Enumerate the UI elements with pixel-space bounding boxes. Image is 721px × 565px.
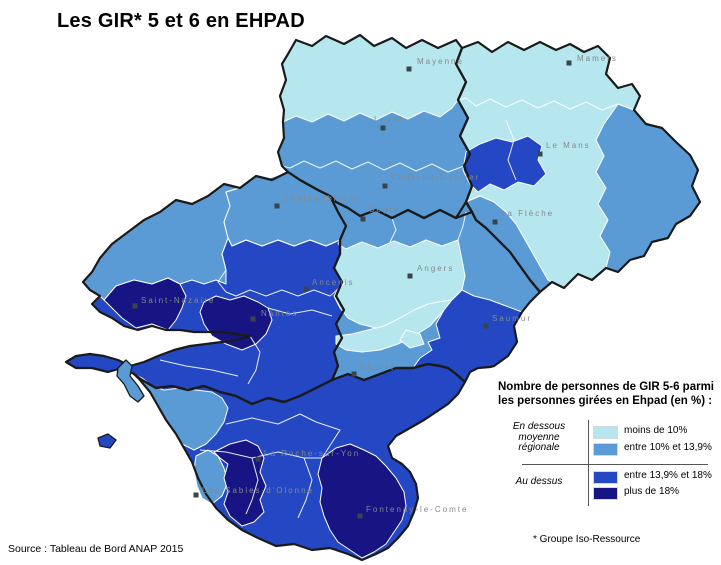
city-label: Laval <box>374 115 403 124</box>
city-marker <box>492 219 498 225</box>
inner-borders <box>159 97 635 519</box>
city-label: La Flèche <box>501 209 554 218</box>
legend-title-line1: Nombre de personnes de GIR 5-6 parmi <box>498 381 715 393</box>
city-marker <box>566 60 572 66</box>
legend-swatch-plus-18 <box>593 487 618 500</box>
city-label: Le Mans <box>546 141 591 150</box>
legend-label-139-18: entre 13,9% et 18% <box>624 470 712 481</box>
city-marker <box>274 203 280 209</box>
legend-swatch-10-139 <box>593 443 618 456</box>
legend-group-below: En dessous moyenne régionale <box>494 421 584 454</box>
footnote: * Groupe Iso-Ressource <box>533 534 641 545</box>
legend-swatch-139-18 <box>593 471 618 484</box>
city-marker <box>382 183 388 189</box>
city-marker <box>380 125 386 131</box>
city-label: Mamers <box>577 54 618 63</box>
legend-title: Nombre de personnes de GIR 5-6 parmi les… <box>498 380 714 408</box>
city-label: Saint-Nazaire <box>141 296 215 305</box>
city-label: Châteaubriant <box>283 194 359 203</box>
legend-title-line2: les personnes girées en Ehpad (en %) : <box>498 395 713 407</box>
city-marker <box>406 66 412 72</box>
city-label: Cholet <box>360 363 395 372</box>
zone-cholet-patch <box>399 329 425 349</box>
zone-fontenay <box>317 443 407 559</box>
city-marker <box>132 303 138 309</box>
legend: Nombre de personnes de GIR 5-6 parmi les… <box>494 380 720 550</box>
city-marker <box>351 371 357 377</box>
city-marker <box>193 492 199 498</box>
legend-group-below-line: régionale <box>518 442 560 453</box>
city-label: Saumur <box>492 314 532 323</box>
island-noirmoutier <box>116 359 145 403</box>
city-marker <box>537 151 543 157</box>
legend-label-plus-18: plus de 18% <box>624 486 680 497</box>
city-label: La Roche-sur-Yon <box>264 449 360 458</box>
city-marker <box>407 273 413 279</box>
city-label: Mayenne <box>417 57 464 66</box>
zone-les-sables <box>193 449 229 505</box>
legend-group-above: Au dessus <box>515 476 563 487</box>
legend-horizontal-divider <box>522 464 708 465</box>
legend-group-below-line: moyenne <box>518 431 560 443</box>
city-marker <box>357 513 363 519</box>
zone-saint-nazaire <box>103 277 187 331</box>
cities-layer: Mayenne Mamers Laval Le Mans Château-Gontier… <box>132 54 618 519</box>
city-label: Ancenis <box>312 278 354 287</box>
islands <box>97 359 145 449</box>
legend-group-below-line: En dessous <box>512 421 566 432</box>
city-label: Château-Gontier <box>391 173 480 182</box>
city-marker <box>483 323 489 329</box>
city-label: Angers <box>417 264 454 273</box>
city-label: Nantes <box>261 309 298 318</box>
city-marker <box>250 316 256 322</box>
zone-sarthe-ouest-royal <box>462 135 547 193</box>
legend-label-10-139: entre 10% et 13,9% <box>624 442 712 453</box>
legend-label-moins-10: moins de 10% <box>624 425 688 436</box>
city-label: Les Sables-d'Olonne <box>202 486 314 495</box>
city-marker <box>303 286 309 292</box>
island-yeu <box>97 433 117 449</box>
choropleth-zones <box>82 34 701 559</box>
city-label: Segré <box>369 205 400 214</box>
city-marker <box>360 216 366 222</box>
page-title: Les GIR* 5 et 6 en EHPAD <box>57 10 305 32</box>
source-text: Source : Tableau de Bord ANAP 2015 <box>8 543 184 555</box>
legend-vertical-divider <box>588 420 589 506</box>
city-marker <box>255 456 261 462</box>
zone-nantes <box>199 295 273 351</box>
legend-swatch-moins-10 <box>593 426 618 439</box>
city-label: Fontenay-le-Comte <box>366 505 468 514</box>
